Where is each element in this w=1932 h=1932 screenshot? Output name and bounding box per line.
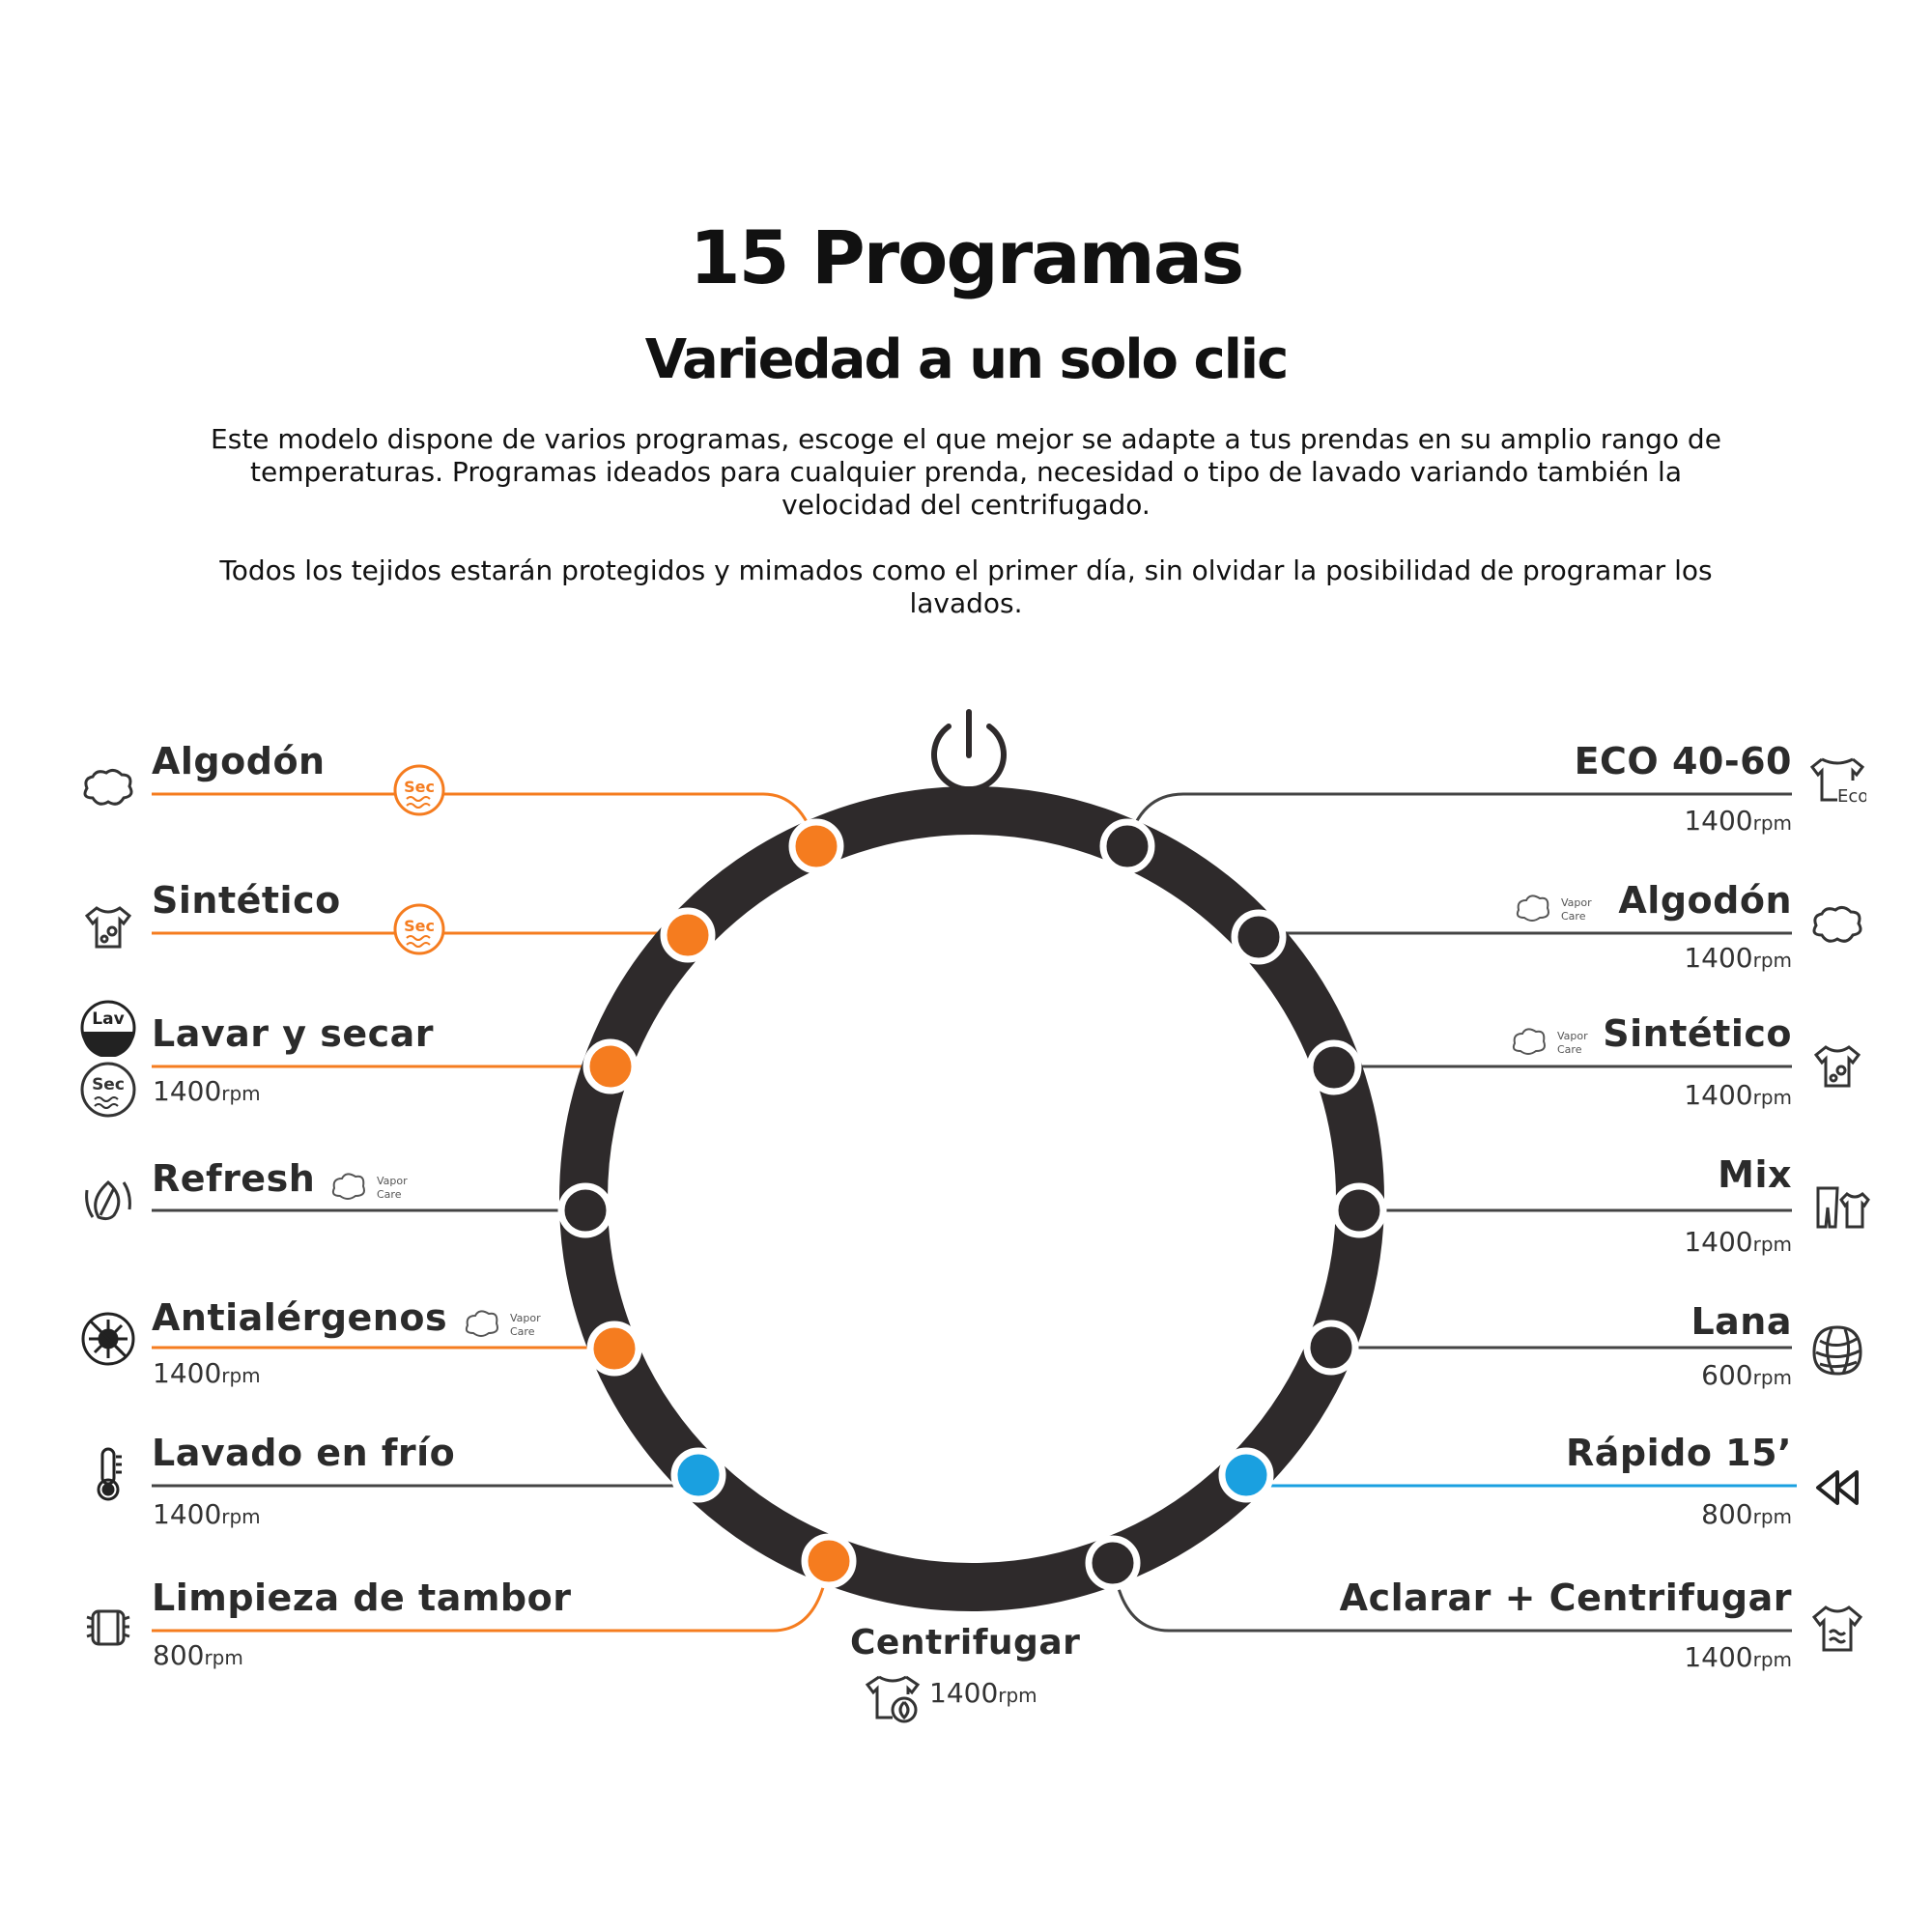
- program-speed-lavado-frio: 1400rpm: [153, 1498, 261, 1530]
- vapor-care-icon: Vapor Care: [1509, 1022, 1602, 1061]
- svg-text:Sec: Sec: [404, 778, 435, 796]
- program-speed-lana: 600rpm: [1701, 1359, 1792, 1391]
- thermometer-icon: [79, 1445, 137, 1503]
- knob-eco: [1099, 818, 1155, 874]
- sec-dry-icon: Sec: [79, 1061, 137, 1119]
- description-paragraph: Este modelo dispone de varios programas,…: [211, 423, 1721, 521]
- drum-clean-icon: [79, 1598, 137, 1656]
- program-label-eco[interactable]: ECO 40-60: [1574, 740, 1792, 782]
- sec-badge-icon: Sec: [392, 902, 446, 956]
- program-label-lavado-frio[interactable]: Lavado en frío: [152, 1432, 456, 1474]
- refresh-leaf-icon: [79, 1171, 137, 1229]
- svg-text:Sec: Sec: [92, 1075, 125, 1094]
- eco-shirt-icon: Eco: [1808, 752, 1868, 810]
- page-title: 15 Programas: [689, 214, 1245, 300]
- cotton-icon: [79, 759, 137, 817]
- power-icon: [931, 709, 1007, 793]
- wash-dry-icon: Lav: [79, 999, 137, 1058]
- knob-algodon-right: [1231, 909, 1287, 965]
- spin-shirt-icon: [862, 1669, 923, 1727]
- program-speed-mix: 1400rpm: [1684, 1226, 1792, 1258]
- program-label-sintetico[interactable]: Sintético: [152, 879, 341, 922]
- knob-lavar-secar: [582, 1038, 639, 1094]
- sec-badge-icon: Sec: [392, 763, 446, 817]
- svg-text:Care: Care: [1557, 1043, 1582, 1056]
- knob-limpieza: [801, 1533, 857, 1589]
- svg-text:Vapor: Vapor: [1557, 1030, 1588, 1042]
- svg-text:Vapor: Vapor: [377, 1175, 408, 1187]
- program-label-lavar-secar[interactable]: Lavar y secar: [152, 1012, 435, 1055]
- vapor-care-icon: Vapor Care: [462, 1304, 554, 1343]
- description-paragraph-2: Todos los tejidos estarán protegidos y m…: [219, 554, 1713, 619]
- program-label-centrifugar[interactable]: Centrifugar: [850, 1623, 1081, 1662]
- program-speed-centrifugar: 1400rpm: [929, 1677, 1037, 1709]
- knob-algodon: [788, 818, 844, 874]
- wool-icon: [1808, 1321, 1866, 1379]
- program-label-algodon[interactable]: Algodón: [152, 740, 326, 782]
- program-label-rapido[interactable]: Rápido 15’: [1566, 1432, 1792, 1474]
- program-label-lana[interactable]: Lana: [1690, 1300, 1792, 1343]
- page-subtitle: Variedad a un solo clic: [644, 328, 1290, 391]
- anti-allergen-icon: [79, 1310, 137, 1368]
- synthetic-shirt-icon: [1808, 1037, 1866, 1095]
- knob-sintetico-left: [660, 907, 716, 963]
- knob-lana: [1303, 1320, 1359, 1376]
- program-speed-sintetico-right: 1400rpm: [1684, 1079, 1792, 1111]
- program-label-aclarar[interactable]: Aclarar + Centrifugar: [1339, 1577, 1792, 1619]
- program-speed-rapido: 800rpm: [1701, 1498, 1792, 1530]
- program-speed-limpieza-tambor: 800rpm: [153, 1639, 243, 1671]
- connector-line-algodon: [152, 792, 818, 847]
- program-speed-antialergenos: 1400rpm: [153, 1357, 261, 1389]
- vapor-care-icon: Vapor Care: [328, 1167, 421, 1206]
- svg-text:Care: Care: [510, 1325, 535, 1338]
- svg-text:Care: Care: [377, 1188, 402, 1201]
- svg-text:Care: Care: [1561, 910, 1586, 923]
- svg-text:Vapor: Vapor: [1561, 896, 1592, 909]
- program-label-mix[interactable]: Mix: [1718, 1153, 1792, 1196]
- knob-lavado-frio: [670, 1447, 726, 1503]
- program-speed-aclarar: 1400rpm: [1684, 1641, 1792, 1673]
- program-label-antialergenos[interactable]: Antialérgenos: [152, 1296, 448, 1339]
- program-label-algodon-right[interactable]: Algodón: [1618, 879, 1792, 922]
- program-speed-eco: 1400rpm: [1684, 805, 1792, 837]
- knob-antialergenos: [586, 1321, 642, 1377]
- knob-aclarar: [1085, 1535, 1141, 1591]
- program-label-sintetico-right[interactable]: Sintético: [1603, 1012, 1792, 1055]
- mix-clothes-icon: [1812, 1179, 1870, 1236]
- program-speed-lavar-secar: 1400rpm: [153, 1075, 261, 1107]
- program-speed-algodon-right: 1400rpm: [1684, 942, 1792, 974]
- synthetic-shirt-icon: [79, 898, 137, 956]
- svg-text:Lav: Lav: [92, 1009, 124, 1029]
- rinse-spin-icon: [1808, 1600, 1866, 1658]
- knob-mix: [1331, 1182, 1387, 1238]
- rewind-icon: [1808, 1459, 1866, 1517]
- program-label-refresh[interactable]: Refresh: [152, 1157, 316, 1200]
- svg-text:Sec: Sec: [404, 917, 435, 935]
- knob-refresh: [557, 1182, 613, 1238]
- svg-text:Vapor: Vapor: [510, 1312, 541, 1324]
- knob-rapido: [1218, 1447, 1274, 1503]
- vapor-care-icon: Vapor Care: [1513, 889, 1605, 927]
- knob-sintetico-right: [1306, 1039, 1362, 1095]
- program-label-limpieza-tambor[interactable]: Limpieza de tambor: [152, 1577, 572, 1619]
- svg-text:Eco: Eco: [1837, 786, 1866, 807]
- cotton-icon: [1808, 896, 1866, 954]
